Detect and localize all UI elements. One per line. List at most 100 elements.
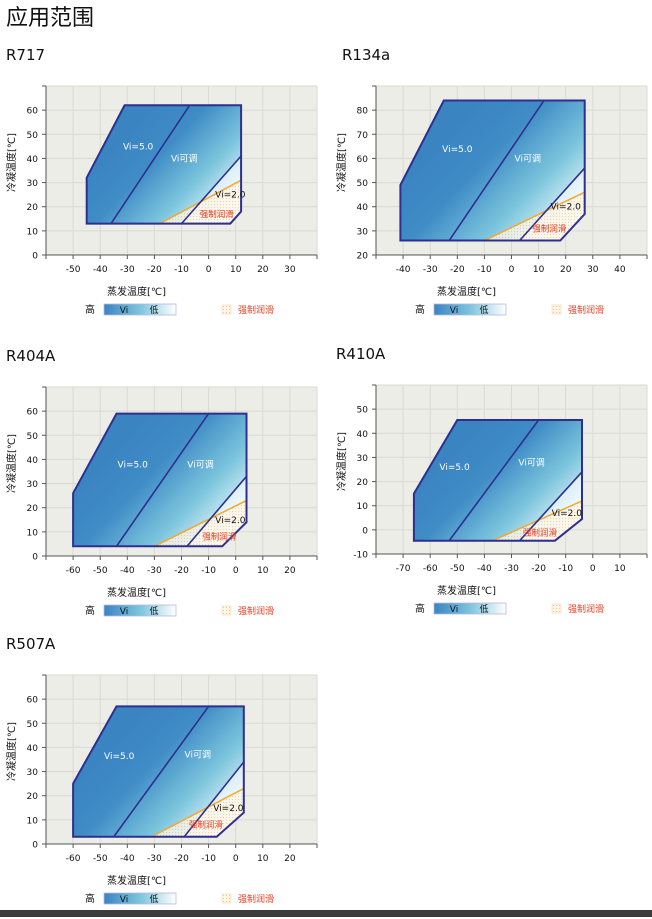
x-tick-label: -60 — [66, 854, 81, 864]
legend-lube: 强制润滑 — [238, 893, 274, 905]
x-tick-label: -10 — [201, 854, 216, 864]
x-axis-label: 蒸发温度[℃] — [437, 584, 496, 597]
y-tick-label: 30 — [27, 179, 39, 189]
envelope-fill — [73, 413, 247, 547]
x-tick-label: -50 — [93, 854, 108, 864]
y-tick-label: 40 — [27, 744, 39, 754]
y-tick-label: 60 — [357, 155, 369, 165]
y-axis-label: 冷凝温度[℃] — [335, 133, 348, 192]
chart-title: R410A — [336, 345, 386, 363]
legend-vi-bar — [103, 892, 177, 905]
chart-r717: -50 -40 -30 -20 -10 0 10 20 30 0 10 20 30 40 50 60 蒸发温度[… — [0, 46, 322, 330]
y-tick-label: 30 — [27, 768, 39, 778]
x-axis-label: 蒸发温度[℃] — [107, 874, 166, 887]
vi5-boundary — [110, 104, 191, 225]
y-tick-label: 50 — [27, 720, 39, 730]
x-tick-label: -40 — [477, 564, 492, 574]
page-title: 应用范围 — [6, 6, 95, 31]
y-tick-label: 40 — [357, 203, 369, 213]
legend-lube-swatch — [551, 603, 562, 614]
legend-vi: Vi — [120, 607, 128, 617]
y-axis-label: 冷凝温度[℃] — [5, 133, 18, 192]
vi2-boundary — [180, 155, 242, 225]
annotation-label: Vi可调 — [185, 750, 211, 761]
legend-vi: Vi — [120, 895, 128, 905]
y-tick-label: 80 — [357, 107, 369, 117]
annotation-label: Vi=2.0 — [215, 191, 246, 201]
annotation-label: 强制润滑 — [523, 527, 558, 538]
y-tick-label: 60 — [27, 408, 39, 418]
y-tick-label: 10 — [27, 528, 39, 538]
x-tick-label: -20 — [531, 564, 546, 574]
x-tick-label: -20 — [147, 265, 162, 275]
legend-vi-bar — [433, 303, 507, 316]
x-tick-label: -40 — [120, 566, 135, 576]
legend-lube: 强制润滑 — [238, 304, 274, 316]
lube-line — [154, 499, 247, 548]
y-tick-label: 30 — [27, 480, 39, 490]
x-tick-label: -40 — [120, 854, 135, 864]
lube-line — [151, 787, 245, 838]
x-tick-label: 0 — [509, 265, 515, 275]
y-tick-label: 30 — [357, 454, 369, 464]
legend-vi: Vi — [450, 306, 458, 316]
annotation-label: Vi可调 — [518, 457, 544, 468]
envelope-outline — [399, 99, 586, 242]
annotation-label: Vi=5.0 — [123, 142, 154, 152]
legend-low: 低 — [479, 304, 488, 316]
legend-low: 低 — [149, 893, 158, 905]
y-tick-label: 20 — [27, 504, 39, 514]
annotation-label: 强制润滑 — [189, 820, 224, 831]
vi5-boundary — [448, 100, 545, 241]
legend-high: 高 — [85, 303, 95, 316]
x-tick-label: 10 — [230, 265, 242, 275]
annotation-label: Vi可调 — [515, 153, 541, 164]
annotation-label: Vi=5.0 — [104, 752, 135, 762]
annotation-label: Vi=5.0 — [118, 460, 149, 470]
y-tick-label: 20 — [27, 203, 39, 213]
y-tick-label: 0 — [32, 841, 38, 851]
x-tick-label: -20 — [174, 854, 189, 864]
vi2-boundary — [186, 475, 248, 547]
x-tick-label: 0 — [233, 566, 239, 576]
x-tick-label: 10 — [533, 265, 545, 275]
chart-title: R717 — [6, 46, 46, 64]
legend-high: 高 — [85, 604, 95, 617]
legend-high: 高 — [415, 602, 425, 615]
legend-lube: 强制润滑 — [568, 603, 604, 615]
chart-svg: -60 -50 -40 -30 -20 -10 0 10 20 0 10 20 30 40 50 60 蒸发温度… — [5, 674, 318, 905]
x-tick-label: -10 — [477, 265, 492, 275]
x-tick-label: -50 — [93, 566, 108, 576]
y-tick-label: 20 — [27, 792, 39, 802]
vi5-boundary — [115, 413, 210, 547]
x-tick-label: -30 — [147, 566, 162, 576]
annotation-label: Vi=2.0 — [552, 509, 583, 519]
legend-vi-bar — [433, 602, 507, 615]
bottom-scrollbar[interactable] — [0, 910, 652, 917]
annotation-label: Vi=5.0 — [442, 145, 473, 155]
y-tick-label: 20 — [357, 252, 369, 262]
y-axis-label: 冷凝温度[℃] — [335, 432, 348, 491]
chart-title: R134a — [342, 46, 391, 64]
legend-vi-bar — [103, 604, 177, 617]
vi2-boundary — [519, 471, 583, 542]
x-tick-label: -60 — [423, 564, 438, 574]
x-tick-label: -30 — [147, 854, 162, 864]
annotation-label: Vi=2.0 — [551, 203, 582, 213]
y-tick-label: 10 — [27, 816, 39, 826]
envelope-outline — [72, 705, 245, 838]
annotation-label: Vi=2.0 — [215, 516, 246, 526]
legend-lube-swatch — [221, 893, 232, 904]
x-tick-label: 0 — [233, 854, 239, 864]
x-tick-label: 20 — [257, 265, 269, 275]
chart-svg: -50 -40 -30 -20 -10 0 10 20 30 0 10 20 30 40 50 60 蒸发温度[… — [5, 85, 318, 316]
x-tick-label: -30 — [504, 564, 519, 574]
vi5-boundary — [113, 705, 210, 838]
legend-lube-swatch — [551, 304, 562, 315]
y-tick-label: 50 — [27, 131, 39, 141]
envelope-fill — [86, 105, 242, 224]
annotation-label: Vi=2.0 — [213, 804, 244, 814]
x-tick-label: -20 — [174, 566, 189, 576]
y-tick-label: 20 — [357, 478, 369, 488]
annotation-label: 强制润滑 — [532, 223, 567, 234]
